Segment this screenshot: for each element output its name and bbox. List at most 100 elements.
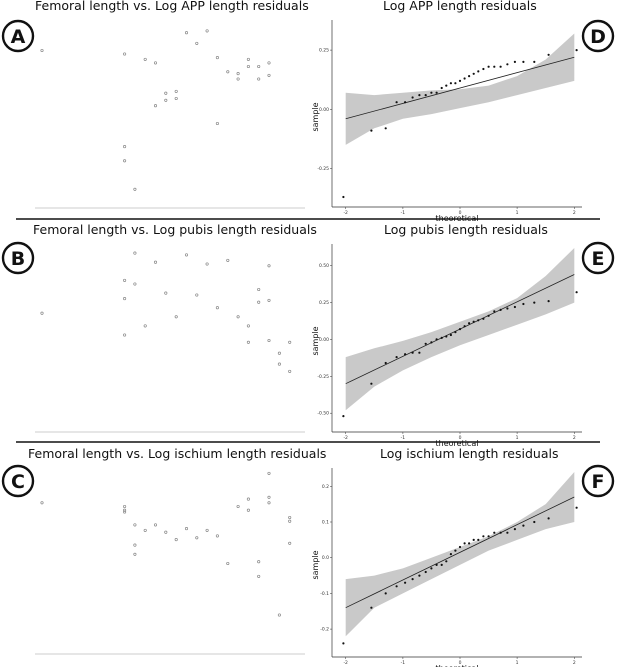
scatter-point	[226, 258, 230, 262]
scatter-point	[164, 291, 168, 295]
scatter-point	[153, 61, 158, 65]
qq-point	[395, 585, 398, 588]
qq-point	[499, 308, 502, 311]
scatter-point	[174, 315, 178, 319]
x-tick-label: 1	[516, 210, 519, 216]
scatter-point	[133, 543, 137, 547]
qq-point	[493, 65, 496, 68]
qq-point	[449, 82, 452, 85]
y-tick-label: 0.0	[322, 555, 329, 561]
qq-point	[424, 94, 427, 97]
qq-point	[468, 322, 471, 325]
scatter-point	[267, 501, 271, 505]
panel-b-title: Femoral length vs. Log pubis length resi…	[33, 222, 317, 237]
qq-point	[482, 67, 485, 71]
scatter-point	[288, 541, 292, 545]
scatter-point	[267, 298, 271, 302]
y-tick-label: -0.25	[317, 166, 329, 172]
scatter-point	[184, 253, 189, 257]
panel-f-title: Log ischium length residuals	[380, 446, 559, 461]
scatter-point	[215, 534, 219, 538]
scatter-point	[257, 300, 261, 304]
qq-point	[522, 60, 525, 64]
scatter-point	[40, 311, 44, 315]
scatter-point	[133, 187, 137, 191]
scatter-point	[277, 362, 281, 366]
scatter-point	[143, 528, 147, 532]
scatter-point	[267, 495, 271, 499]
qq-panel-e: -2 -1 0 1 2 -0.50 -0.25 0.00 0.25 0.50 theoretical…	[311, 244, 582, 448]
scatter-point	[123, 145, 127, 149]
y-tick-label: -0.50	[317, 411, 329, 417]
qq-point	[370, 382, 373, 385]
qq-point	[440, 86, 443, 90]
scatter-point	[205, 262, 209, 266]
svg-text:C: C	[11, 471, 25, 493]
scatter-point	[123, 504, 127, 509]
scatter-point	[288, 369, 292, 373]
scatter-point	[226, 561, 230, 566]
qq-point	[395, 101, 398, 104]
scatter-point	[133, 552, 137, 556]
qq-point	[342, 642, 345, 645]
svg-text:D: D	[590, 26, 606, 48]
x-tick-label: 0	[459, 210, 462, 216]
scatter-panel-a	[35, 29, 305, 209]
scatter-point	[164, 91, 168, 95]
scatter-point	[205, 528, 209, 532]
x-tick-label: -1	[401, 210, 406, 216]
y-tick-label: 0.2	[322, 484, 329, 490]
qq-panel-f: -2 -1 0 1 2 -0.2 -0.1 0.0 0.1 0.2 theoretical sampl…	[311, 468, 582, 667]
scatter-point	[123, 297, 127, 301]
panel-a-title: Femoral length vs. Log APP length residu…	[35, 0, 309, 13]
x-tick-label: -1	[401, 660, 406, 666]
qq-point	[513, 528, 517, 531]
qq-point	[418, 94, 421, 97]
qq-point	[506, 307, 509, 310]
qq-point	[472, 538, 475, 542]
qq-point	[506, 531, 509, 534]
qq-point	[463, 542, 466, 545]
qq-point	[445, 560, 448, 563]
x-axis-label: theoretical	[436, 214, 479, 223]
qq-point	[487, 314, 490, 317]
reference-line	[345, 56, 575, 120]
scatter-point	[236, 72, 240, 76]
confidence-band	[345, 472, 575, 637]
scatter-point	[246, 57, 250, 61]
qq-point	[418, 574, 421, 577]
qq-point	[435, 91, 438, 94]
x-tick-label: 1	[516, 660, 519, 666]
scatter-point	[143, 57, 147, 61]
x-tick-label: 2	[573, 435, 576, 441]
y-tick-label: 0.1	[322, 520, 329, 526]
panel-e-title: Log pubis length residuals	[384, 222, 548, 237]
qq-point	[506, 63, 509, 66]
scatter-point	[288, 340, 292, 344]
qq-point	[430, 341, 433, 344]
y-tick-label: 0.25	[319, 48, 329, 54]
svg-text:F: F	[592, 471, 605, 493]
qq-point	[482, 317, 485, 320]
scatter-point	[174, 89, 178, 93]
qq-point	[487, 65, 490, 68]
x-tick-label: -2	[343, 435, 348, 441]
qq-point	[454, 82, 457, 85]
scatter-point	[123, 333, 127, 337]
qq-point	[418, 351, 421, 354]
qq-point	[424, 570, 427, 574]
x-axis-label: theoretical	[436, 439, 479, 448]
scatter-point	[215, 56, 219, 60]
scatter-point	[123, 508, 127, 512]
scatter-point	[174, 538, 178, 542]
badge-b: B	[1, 241, 35, 275]
qq-point	[522, 524, 525, 527]
svg-text:B: B	[11, 248, 25, 270]
qq-point	[449, 553, 452, 556]
qq-point	[440, 336, 443, 339]
x-tick-label: -1	[401, 435, 406, 441]
scatter-point	[257, 287, 261, 292]
qq-point	[547, 517, 550, 520]
scatter-point	[195, 536, 199, 540]
qq-point	[458, 79, 462, 82]
